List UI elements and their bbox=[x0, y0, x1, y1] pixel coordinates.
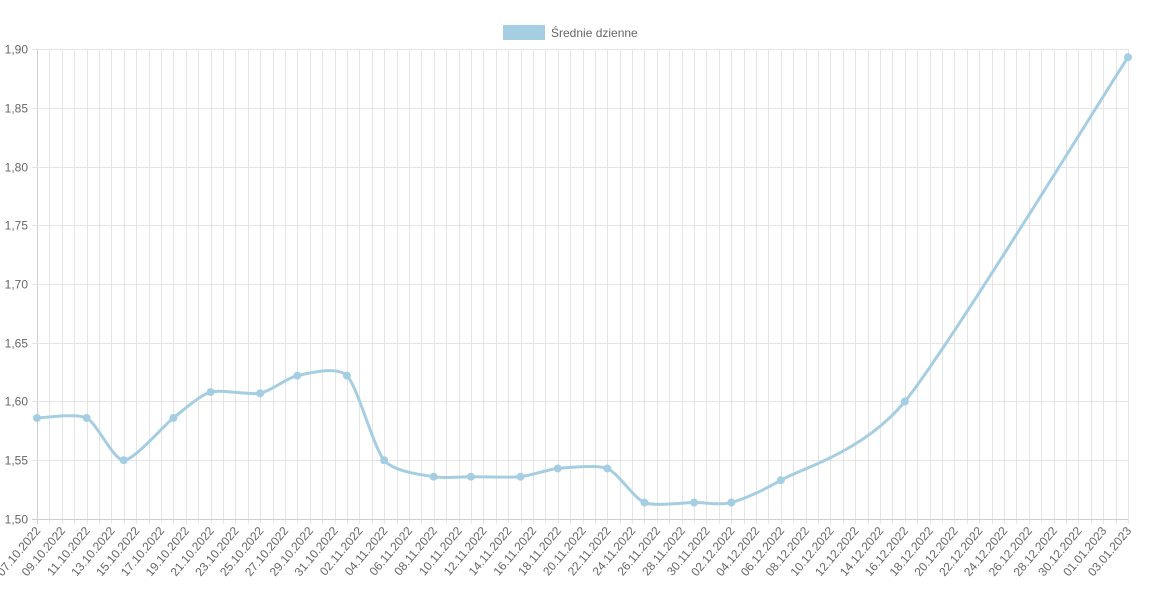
y-tick-label: 1,85 bbox=[5, 102, 29, 116]
data-point[interactable] bbox=[380, 456, 389, 465]
data-point[interactable] bbox=[727, 498, 736, 507]
data-point[interactable] bbox=[169, 413, 178, 422]
x-axis: 07.10.202209.10.202211.10.202213.10.2022… bbox=[0, 524, 1135, 579]
y-tick-label: 1,65 bbox=[5, 337, 29, 351]
legend-swatch bbox=[503, 25, 545, 40]
data-point[interactable] bbox=[553, 464, 562, 473]
data-point[interactable] bbox=[119, 456, 128, 465]
data-point[interactable] bbox=[33, 413, 41, 422]
data-point[interactable] bbox=[776, 476, 785, 485]
data-point[interactable] bbox=[466, 472, 475, 481]
y-tick-label: 1,75 bbox=[5, 219, 29, 233]
data-point[interactable] bbox=[603, 464, 612, 473]
y-axis: 1,50 1,55 1,60 1,65 1,70 1,75 1,80 1,85 1,90 bbox=[5, 43, 29, 527]
y-tick-label: 1,90 bbox=[5, 43, 29, 57]
series-line bbox=[35, 55, 1130, 506]
y-tick-label: 1,80 bbox=[5, 161, 29, 175]
series-srednie-dzienne bbox=[33, 53, 1132, 507]
data-point[interactable] bbox=[690, 498, 699, 507]
y-tick-label: 1,70 bbox=[5, 278, 29, 292]
y-tick-label: 1,60 bbox=[5, 395, 29, 409]
horizontal-gridlines bbox=[32, 49, 1128, 520]
vertical-gridlines bbox=[37, 49, 1129, 524]
data-point[interactable] bbox=[256, 389, 265, 398]
y-tick-label: 1,55 bbox=[5, 454, 29, 468]
data-point[interactable] bbox=[900, 397, 909, 406]
data-point[interactable] bbox=[342, 371, 351, 380]
data-point[interactable] bbox=[293, 371, 302, 380]
data-point[interactable] bbox=[206, 388, 215, 397]
legend[interactable]: Średnie dzienne bbox=[503, 25, 638, 40]
data-point[interactable] bbox=[516, 472, 525, 481]
data-point[interactable] bbox=[82, 413, 91, 422]
data-point[interactable] bbox=[640, 498, 649, 507]
data-point[interactable] bbox=[1124, 53, 1132, 62]
legend-label: Średnie dzienne bbox=[551, 25, 638, 40]
y-tick-label: 1,50 bbox=[5, 513, 29, 527]
data-point[interactable] bbox=[429, 472, 438, 481]
